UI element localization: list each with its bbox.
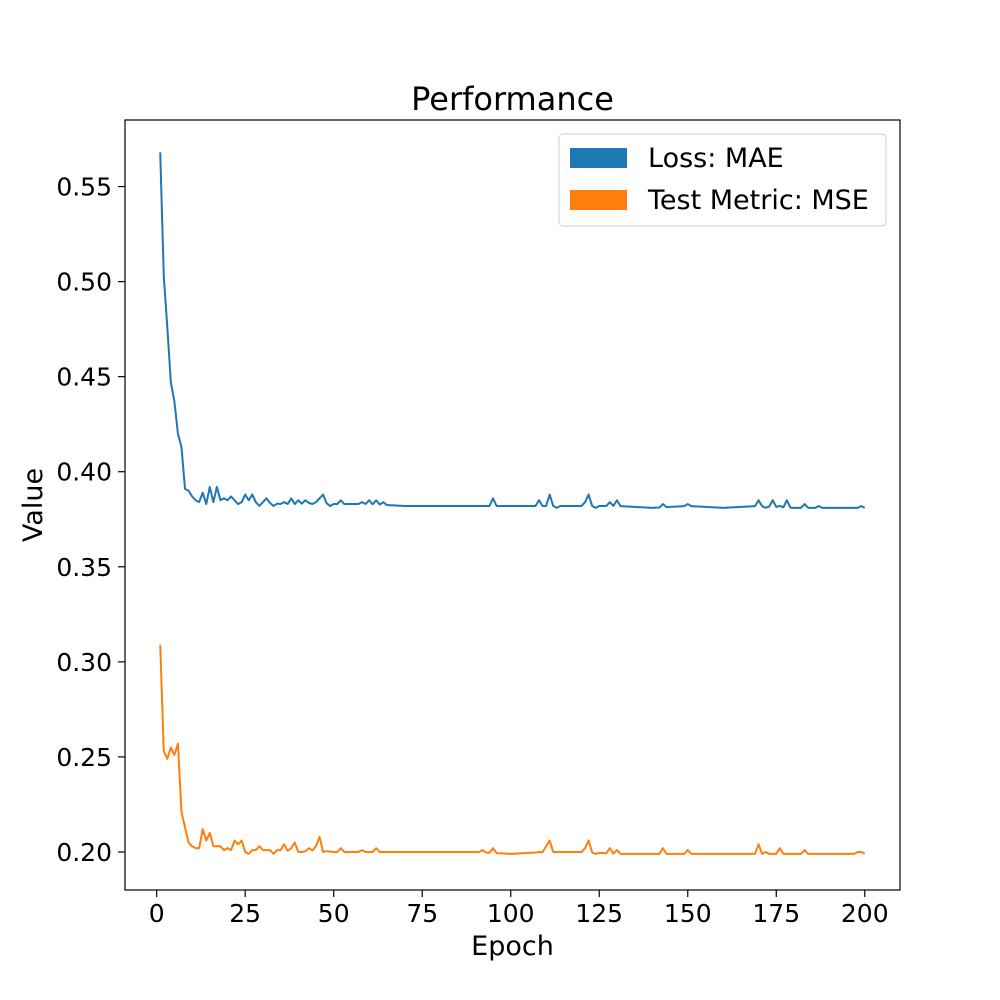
chart-title: Performance xyxy=(411,80,614,118)
x-tick-label: 75 xyxy=(406,899,438,928)
x-tick-label: 200 xyxy=(841,899,889,928)
y-tick-label: 0.50 xyxy=(56,268,112,297)
plot-area xyxy=(159,152,866,855)
legend-swatch-test-metric-mse xyxy=(570,190,627,210)
x-tick-label: 150 xyxy=(664,899,712,928)
series-line-loss-mae xyxy=(159,152,866,509)
axes-frame xyxy=(124,119,901,891)
x-tick-label: 0 xyxy=(149,899,165,928)
y-tick-label: 0.40 xyxy=(56,458,112,487)
legend-label-test-metric-mse: Test Metric: MSE xyxy=(647,185,869,216)
x-axis-label: Epoch xyxy=(471,931,554,962)
y-axis-label: Value xyxy=(18,468,49,542)
y-tick-label: 0.35 xyxy=(56,553,112,582)
x-tick-label: 50 xyxy=(318,899,350,928)
x-tick-label: 100 xyxy=(487,899,535,928)
legend-label-loss-mae: Loss: MAE xyxy=(648,143,784,174)
x-axis: 0 25 50 75 100 125 150 175 200 xyxy=(149,890,889,928)
y-tick-label: 0.25 xyxy=(56,743,112,772)
y-tick-label: 0.45 xyxy=(56,363,112,392)
legend-swatch-loss-mae xyxy=(570,148,627,168)
x-tick-label: 125 xyxy=(575,899,623,928)
y-tick-label: 0.20 xyxy=(56,838,112,867)
y-tick-label: 0.30 xyxy=(56,648,112,677)
legend-frame xyxy=(558,133,887,227)
x-tick-label: 25 xyxy=(229,899,261,928)
series-line-test-metric-mse xyxy=(159,644,866,855)
y-axis: 0.20 0.25 0.30 0.35 0.40 0.45 0.50 0.55 xyxy=(56,173,125,867)
y-tick-label: 0.55 xyxy=(56,173,112,202)
legend: Loss: MAE Test Metric: MSE xyxy=(558,133,887,227)
x-tick-label: 175 xyxy=(752,899,800,928)
